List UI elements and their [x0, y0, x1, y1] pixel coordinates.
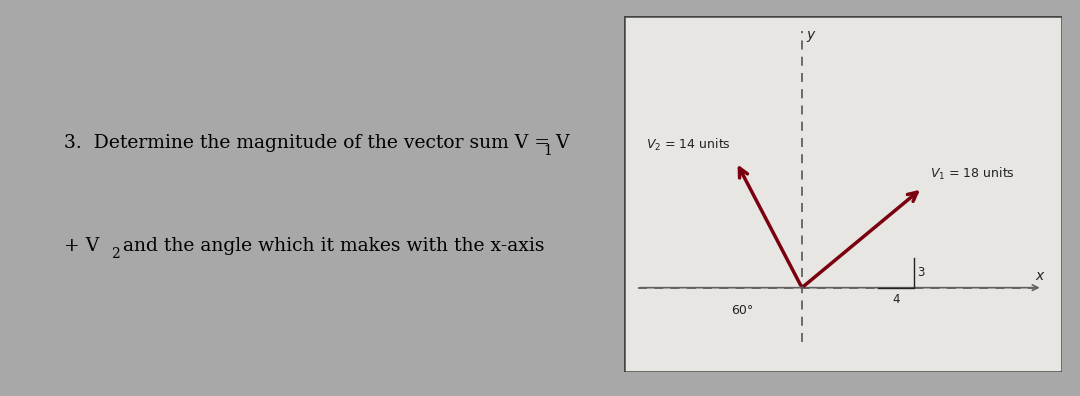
Text: $V_2$ = 14 units: $V_2$ = 14 units	[646, 137, 731, 153]
Text: 4: 4	[892, 293, 900, 306]
Text: x: x	[1036, 269, 1044, 283]
Text: + V: + V	[64, 236, 99, 255]
Text: and the angle which it makes with the x-axis: and the angle which it makes with the x-…	[117, 236, 544, 255]
Text: 3: 3	[917, 267, 924, 280]
Text: y: y	[806, 28, 814, 42]
Text: 60°: 60°	[731, 304, 753, 317]
Text: 1: 1	[543, 144, 552, 158]
Text: 2: 2	[111, 247, 120, 261]
Text: 3.  Determine the magnitude of the vector sum V = V: 3. Determine the magnitude of the vector…	[64, 133, 569, 152]
Text: $V_1$ = 18 units: $V_1$ = 18 units	[930, 166, 1015, 182]
